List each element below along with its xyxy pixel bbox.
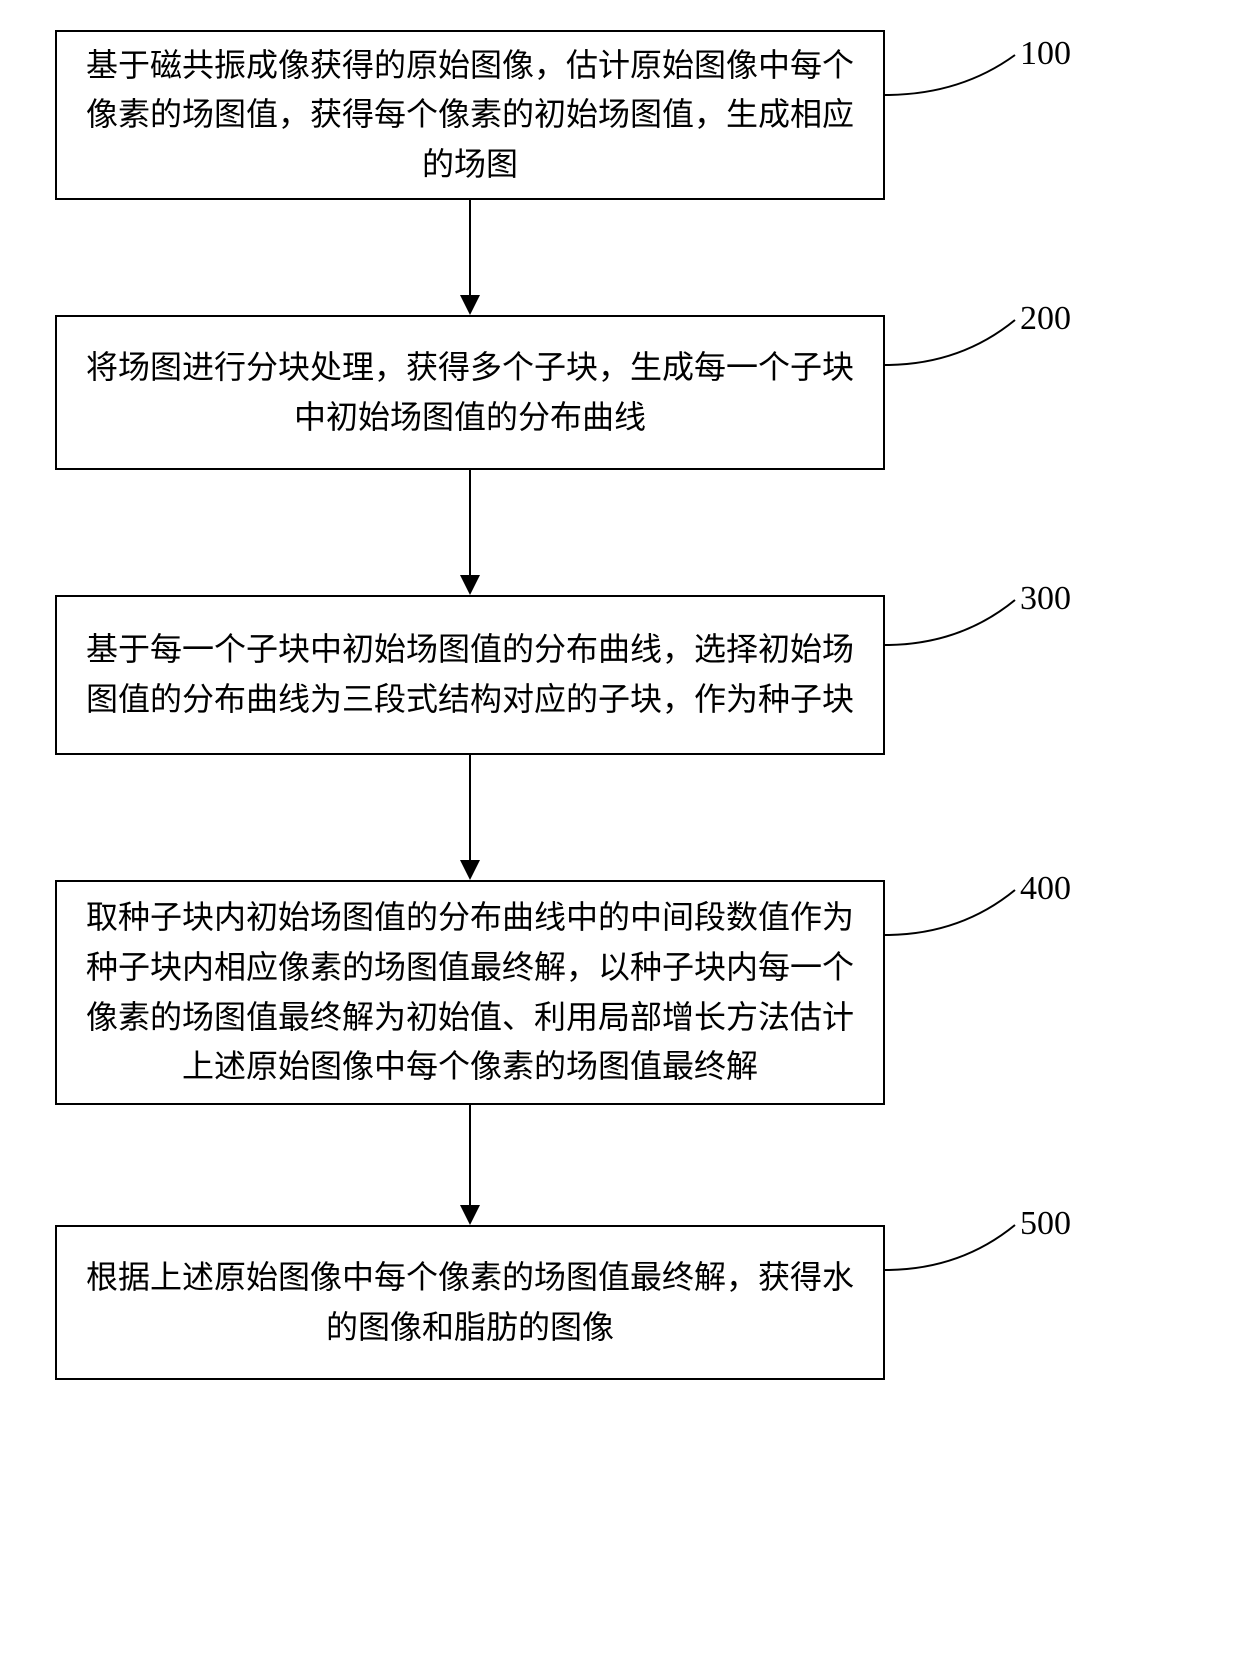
flow-arrow — [469, 755, 471, 860]
step-number-label: 400 — [1020, 870, 1071, 908]
flowchart-canvas: 基于磁共振成像获得的原始图像，估计原始图像中每个像素的场图值，获得每个像素的初始… — [0, 0, 1240, 1659]
arrow-head-icon — [460, 575, 480, 595]
callout-curve — [881, 1221, 1019, 1274]
flowchart-node-100: 基于磁共振成像获得的原始图像，估计原始图像中每个像素的场图值，获得每个像素的初始… — [55, 30, 885, 200]
callout-curve — [881, 596, 1019, 649]
arrow-head-icon — [460, 860, 480, 880]
callout-curve — [881, 886, 1019, 939]
callout-curve — [881, 51, 1019, 99]
node-text: 将场图进行分块处理，获得多个子块，生成每一个子块中初始场图值的分布曲线 — [81, 343, 859, 442]
step-number-label: 100 — [1020, 35, 1071, 73]
flowchart-node-200: 将场图进行分块处理，获得多个子块，生成每一个子块中初始场图值的分布曲线 — [55, 315, 885, 470]
flow-arrow — [469, 1105, 471, 1205]
callout-curve — [881, 316, 1019, 369]
node-text: 基于每一个子块中初始场图值的分布曲线，选择初始场图值的分布曲线为三段式结构对应的… — [81, 625, 859, 724]
flowchart-node-500: 根据上述原始图像中每个像素的场图值最终解，获得水的图像和脂肪的图像 — [55, 1225, 885, 1380]
step-number-label: 300 — [1020, 580, 1071, 618]
flow-arrow — [469, 200, 471, 295]
arrow-head-icon — [460, 1205, 480, 1225]
arrow-head-icon — [460, 295, 480, 315]
flowchart-node-400: 取种子块内初始场图值的分布曲线中的中间段数值作为种子块内相应像素的场图值最终解，… — [55, 880, 885, 1105]
flow-arrow — [469, 470, 471, 575]
node-text: 取种子块内初始场图值的分布曲线中的中间段数值作为种子块内相应像素的场图值最终解，… — [81, 893, 859, 1091]
step-number-label: 500 — [1020, 1205, 1071, 1243]
flowchart-node-300: 基于每一个子块中初始场图值的分布曲线，选择初始场图值的分布曲线为三段式结构对应的… — [55, 595, 885, 755]
node-text: 基于磁共振成像获得的原始图像，估计原始图像中每个像素的场图值，获得每个像素的初始… — [81, 41, 859, 190]
node-text: 根据上述原始图像中每个像素的场图值最终解，获得水的图像和脂肪的图像 — [81, 1253, 859, 1352]
step-number-label: 200 — [1020, 300, 1071, 338]
